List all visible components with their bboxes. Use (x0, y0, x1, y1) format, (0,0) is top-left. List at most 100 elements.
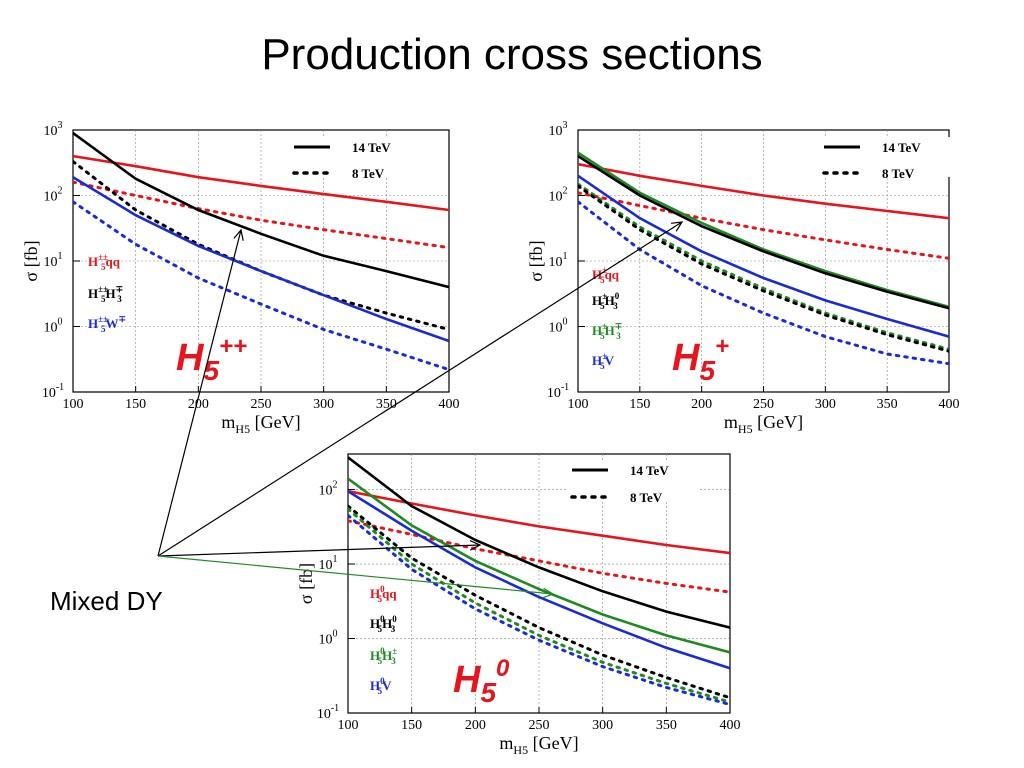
process-label: H±± 5qq (88, 252, 121, 272)
process-label: H0 5V (370, 676, 392, 696)
x-tick-label: 250 (529, 718, 550, 733)
series-line-blue-8tev (73, 200, 449, 372)
legend-box (568, 460, 698, 500)
legend-box (820, 137, 950, 177)
process-label: H± 5qq (592, 265, 620, 285)
y-tick-label: 10-1 (317, 703, 339, 722)
arrow-line (157, 229, 242, 557)
series-line-black-14tev (348, 456, 730, 629)
series-line-blue-14tev (578, 174, 949, 338)
particle-label: H50 (453, 655, 510, 708)
series-line-red-14tev (348, 489, 730, 555)
arrow-head (542, 587, 555, 599)
series-line-green-14tev (348, 477, 730, 654)
series-line-black-14tev (578, 155, 949, 310)
series-line-green-8tev (578, 182, 949, 351)
series-line-green-14tev (578, 151, 949, 309)
arrow-head (233, 228, 244, 241)
x-tick-label: 350 (376, 397, 397, 412)
legend-box (290, 137, 420, 177)
y-tick-label: 102 (44, 186, 63, 205)
mixed-dy-arrows (157, 221, 684, 599)
legend-label-14tev: 14 TeV (352, 140, 391, 155)
y-tick-label: 100 (319, 629, 338, 648)
process-label: H± 5H∓ 3 (592, 321, 622, 341)
x-tick-label: 100 (568, 397, 589, 412)
x-tick-label: 100 (63, 397, 84, 412)
y-tick-label: 102 (319, 480, 338, 499)
series-line-black-14tev (73, 131, 449, 289)
series-line-blue-14tev (73, 176, 449, 343)
chart-panel-H5++: 100 150 200 250 300 350 40010-1100101102103mH5… (21, 120, 460, 436)
x-tick-label: 150 (629, 397, 650, 412)
legend: 14 TeV 8 TeV (820, 137, 950, 181)
x-tick-label: 200 (691, 397, 712, 412)
arrow-line (157, 544, 481, 557)
chart-panel-H5+: 100 150 200 250 300 350 40010-1100101102103mH5… (526, 120, 960, 436)
process-label: H0 5H0 3 (370, 614, 397, 634)
particle-label: H5+ (672, 333, 729, 386)
x-tick-label: 300 (815, 397, 836, 412)
series-line-red-8tev (348, 519, 730, 594)
x-tick-label: 350 (877, 397, 898, 412)
x-tick-label: 150 (401, 718, 422, 733)
arrow-line (157, 221, 683, 557)
process-label: H0 5qq (370, 584, 397, 604)
process-label: H± 5H0 3 (592, 291, 620, 311)
x-tick-label: 350 (656, 718, 677, 733)
y-axis-label: σ [fb] (21, 240, 41, 281)
legend-label-8tev: 8 TeV (630, 490, 663, 505)
series-line-black-8tev (578, 184, 949, 353)
y-tick-label: 10-1 (547, 382, 569, 401)
y-tick-label: 10-1 (42, 382, 64, 401)
x-tick-label: 300 (592, 718, 613, 733)
series-line-black-8tev (73, 160, 449, 331)
x-tick-label: 400 (439, 397, 460, 412)
y-tick-label: 103 (549, 120, 568, 139)
legend: 14 TeV 8 TeV (290, 137, 420, 181)
y-tick-label: 103 (44, 120, 63, 139)
x-tick-label: 250 (753, 397, 774, 412)
legend-label-14tev: 14 TeV (630, 463, 669, 478)
x-tick-label: 250 (251, 397, 272, 412)
legend-label-14tev: 14 TeV (882, 140, 921, 155)
process-label: H±± 5H∓ 3 (88, 284, 123, 304)
process-label: H± 5V (592, 351, 615, 371)
series-line-green-8tev (348, 507, 730, 704)
y-tick-label: 101 (549, 251, 568, 270)
y-tick-label: 101 (44, 251, 63, 270)
y-tick-label: 101 (319, 554, 338, 573)
x-tick-label: 300 (313, 397, 334, 412)
x-axis-label: mH5 [GeV] (499, 733, 578, 757)
x-tick-label: 150 (125, 397, 146, 412)
y-tick-label: 102 (549, 186, 568, 205)
series-line-blue-14tev (348, 490, 730, 670)
series-line-red-8tev (578, 191, 949, 260)
legend-label-8tev: 8 TeV (352, 166, 385, 181)
arrow-head (671, 221, 684, 232)
y-axis-label: σ [fb] (296, 563, 316, 604)
arrow-line (157, 555, 554, 595)
particle-label: H5++ (176, 333, 247, 386)
y-tick-label: 100 (549, 317, 568, 336)
series-line-black-8tev (348, 504, 730, 700)
legend-label-8tev: 8 TeV (882, 166, 915, 181)
x-tick-label: 400 (939, 397, 960, 412)
x-tick-label: 200 (188, 397, 209, 412)
y-axis-label: σ [fb] (526, 240, 546, 281)
series-line-red-14tev (578, 162, 949, 220)
mixed-dy-label: Mixed DY (50, 586, 163, 616)
x-tick-label: 100 (338, 718, 359, 733)
series-line-red-14tev (73, 154, 449, 212)
process-label: H±± 5W∓ (88, 314, 126, 334)
y-tick-label: 100 (44, 317, 63, 336)
series-line-red-8tev (73, 180, 449, 250)
arrow-head (469, 540, 482, 551)
slide-title: Production cross sections (261, 30, 763, 79)
process-label: H0 5H± 3 (370, 646, 397, 666)
series-line-blue-8tev (348, 513, 730, 706)
x-tick-label: 200 (465, 718, 486, 733)
legend: 14 TeV 8 TeV (568, 460, 698, 505)
